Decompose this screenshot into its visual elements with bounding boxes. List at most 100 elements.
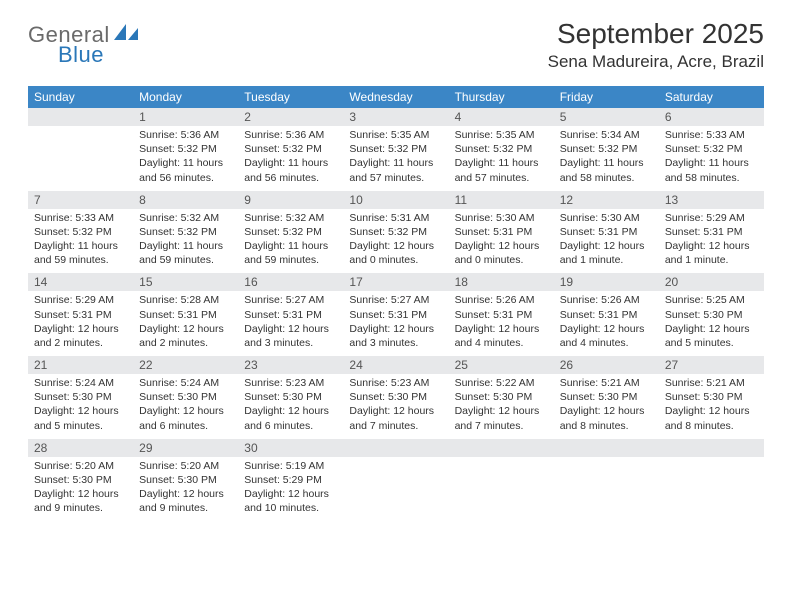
day-number: 10 [343, 191, 448, 209]
dayhead-friday: Friday [554, 86, 659, 108]
day-cell: Sunrise: 5:27 AMSunset: 5:31 PMDaylight:… [238, 291, 343, 356]
day1-text: Daylight: 12 hours [560, 322, 653, 336]
info-row: Sunrise: 5:24 AMSunset: 5:30 PMDaylight:… [28, 374, 764, 439]
sunrise-text: Sunrise: 5:20 AM [139, 459, 232, 473]
day1-text: Daylight: 12 hours [560, 404, 653, 418]
dayhead-sunday: Sunday [28, 86, 133, 108]
sunset-text: Sunset: 5:31 PM [349, 308, 442, 322]
day-cell: Sunrise: 5:20 AMSunset: 5:30 PMDaylight:… [133, 457, 238, 522]
sunset-text: Sunset: 5:32 PM [139, 225, 232, 239]
day1-text: Daylight: 12 hours [665, 239, 758, 253]
day1-text: Daylight: 12 hours [349, 239, 442, 253]
header: General Blue September 2025 Sena Madurei… [28, 18, 764, 72]
day1-text: Daylight: 12 hours [244, 404, 337, 418]
day-number: 13 [659, 191, 764, 209]
day-cell: Sunrise: 5:33 AMSunset: 5:32 PMDaylight:… [28, 209, 133, 274]
info-row: Sunrise: 5:33 AMSunset: 5:32 PMDaylight:… [28, 209, 764, 274]
day-number: 8 [133, 191, 238, 209]
location-text: Sena Madureira, Acre, Brazil [548, 52, 764, 72]
day-number: 11 [449, 191, 554, 209]
day-cell: Sunrise: 5:21 AMSunset: 5:30 PMDaylight:… [554, 374, 659, 439]
sunrise-text: Sunrise: 5:35 AM [349, 128, 442, 142]
day2-text: and 56 minutes. [244, 171, 337, 185]
day-cell: Sunrise: 5:30 AMSunset: 5:31 PMDaylight:… [554, 209, 659, 274]
sunrise-text: Sunrise: 5:28 AM [139, 293, 232, 307]
day1-text: Daylight: 12 hours [349, 404, 442, 418]
day1-text: Daylight: 12 hours [455, 404, 548, 418]
day2-text: and 10 minutes. [244, 501, 337, 515]
sunset-text: Sunset: 5:32 PM [455, 142, 548, 156]
day1-text: Daylight: 11 hours [349, 156, 442, 170]
sunrise-text: Sunrise: 5:27 AM [244, 293, 337, 307]
day2-text: and 3 minutes. [244, 336, 337, 350]
sunrise-text: Sunrise: 5:29 AM [665, 211, 758, 225]
sunset-text: Sunset: 5:32 PM [349, 225, 442, 239]
sunrise-text: Sunrise: 5:20 AM [34, 459, 127, 473]
day-number: 24 [343, 356, 448, 374]
day1-text: Daylight: 12 hours [665, 322, 758, 336]
sunrise-text: Sunrise: 5:23 AM [244, 376, 337, 390]
day-number: 20 [659, 273, 764, 291]
day-cell: Sunrise: 5:25 AMSunset: 5:30 PMDaylight:… [659, 291, 764, 356]
sunset-text: Sunset: 5:31 PM [244, 308, 337, 322]
sunset-text: Sunset: 5:31 PM [34, 308, 127, 322]
sunrise-text: Sunrise: 5:33 AM [34, 211, 127, 225]
sunrise-text: Sunrise: 5:30 AM [455, 211, 548, 225]
sunrise-text: Sunrise: 5:26 AM [560, 293, 653, 307]
day2-text: and 59 minutes. [244, 253, 337, 267]
day-cell: Sunrise: 5:24 AMSunset: 5:30 PMDaylight:… [28, 374, 133, 439]
sunset-text: Sunset: 5:32 PM [665, 142, 758, 156]
sunrise-text: Sunrise: 5:33 AM [665, 128, 758, 142]
day-cell: Sunrise: 5:35 AMSunset: 5:32 PMDaylight:… [449, 126, 554, 191]
day1-text: Daylight: 12 hours [244, 487, 337, 501]
day2-text: and 6 minutes. [139, 419, 232, 433]
day-number: 17 [343, 273, 448, 291]
day-cell: Sunrise: 5:36 AMSunset: 5:32 PMDaylight:… [133, 126, 238, 191]
day-cell: Sunrise: 5:26 AMSunset: 5:31 PMDaylight:… [449, 291, 554, 356]
day2-text: and 5 minutes. [34, 419, 127, 433]
day-number: 29 [133, 439, 238, 457]
day1-text: Daylight: 12 hours [455, 322, 548, 336]
day-cell: Sunrise: 5:23 AMSunset: 5:30 PMDaylight:… [343, 374, 448, 439]
day1-text: Daylight: 11 hours [139, 239, 232, 253]
sunrise-text: Sunrise: 5:30 AM [560, 211, 653, 225]
day1-text: Daylight: 12 hours [455, 239, 548, 253]
day-number: 30 [238, 439, 343, 457]
sunset-text: Sunset: 5:30 PM [244, 390, 337, 404]
day-number: 9 [238, 191, 343, 209]
day-number: 16 [238, 273, 343, 291]
day2-text: and 58 minutes. [665, 171, 758, 185]
day-number [554, 439, 659, 457]
day-number: 23 [238, 356, 343, 374]
day-cell: Sunrise: 5:29 AMSunset: 5:31 PMDaylight:… [28, 291, 133, 356]
sunset-text: Sunset: 5:31 PM [139, 308, 232, 322]
sunset-text: Sunset: 5:30 PM [139, 473, 232, 487]
sunrise-text: Sunrise: 5:24 AM [139, 376, 232, 390]
day-number [659, 439, 764, 457]
info-row: Sunrise: 5:20 AMSunset: 5:30 PMDaylight:… [28, 457, 764, 522]
day-cell: Sunrise: 5:24 AMSunset: 5:30 PMDaylight:… [133, 374, 238, 439]
dayhead-monday: Monday [133, 86, 238, 108]
day-number: 12 [554, 191, 659, 209]
day2-text: and 7 minutes. [455, 419, 548, 433]
day2-text: and 2 minutes. [139, 336, 232, 350]
dayhead-thursday: Thursday [449, 86, 554, 108]
sunset-text: Sunset: 5:30 PM [349, 390, 442, 404]
day2-text: and 0 minutes. [455, 253, 548, 267]
day-number: 4 [449, 108, 554, 126]
day2-text: and 58 minutes. [560, 171, 653, 185]
sunrise-text: Sunrise: 5:19 AM [244, 459, 337, 473]
sunrise-text: Sunrise: 5:31 AM [349, 211, 442, 225]
day1-text: Daylight: 12 hours [560, 239, 653, 253]
day-number: 15 [133, 273, 238, 291]
day-number: 21 [28, 356, 133, 374]
sunset-text: Sunset: 5:29 PM [244, 473, 337, 487]
day-cell [554, 457, 659, 522]
sunrise-text: Sunrise: 5:27 AM [349, 293, 442, 307]
day-number [449, 439, 554, 457]
day1-text: Daylight: 12 hours [139, 322, 232, 336]
day2-text: and 8 minutes. [665, 419, 758, 433]
logo: General Blue [28, 18, 138, 68]
day-number: 7 [28, 191, 133, 209]
sunrise-text: Sunrise: 5:36 AM [139, 128, 232, 142]
